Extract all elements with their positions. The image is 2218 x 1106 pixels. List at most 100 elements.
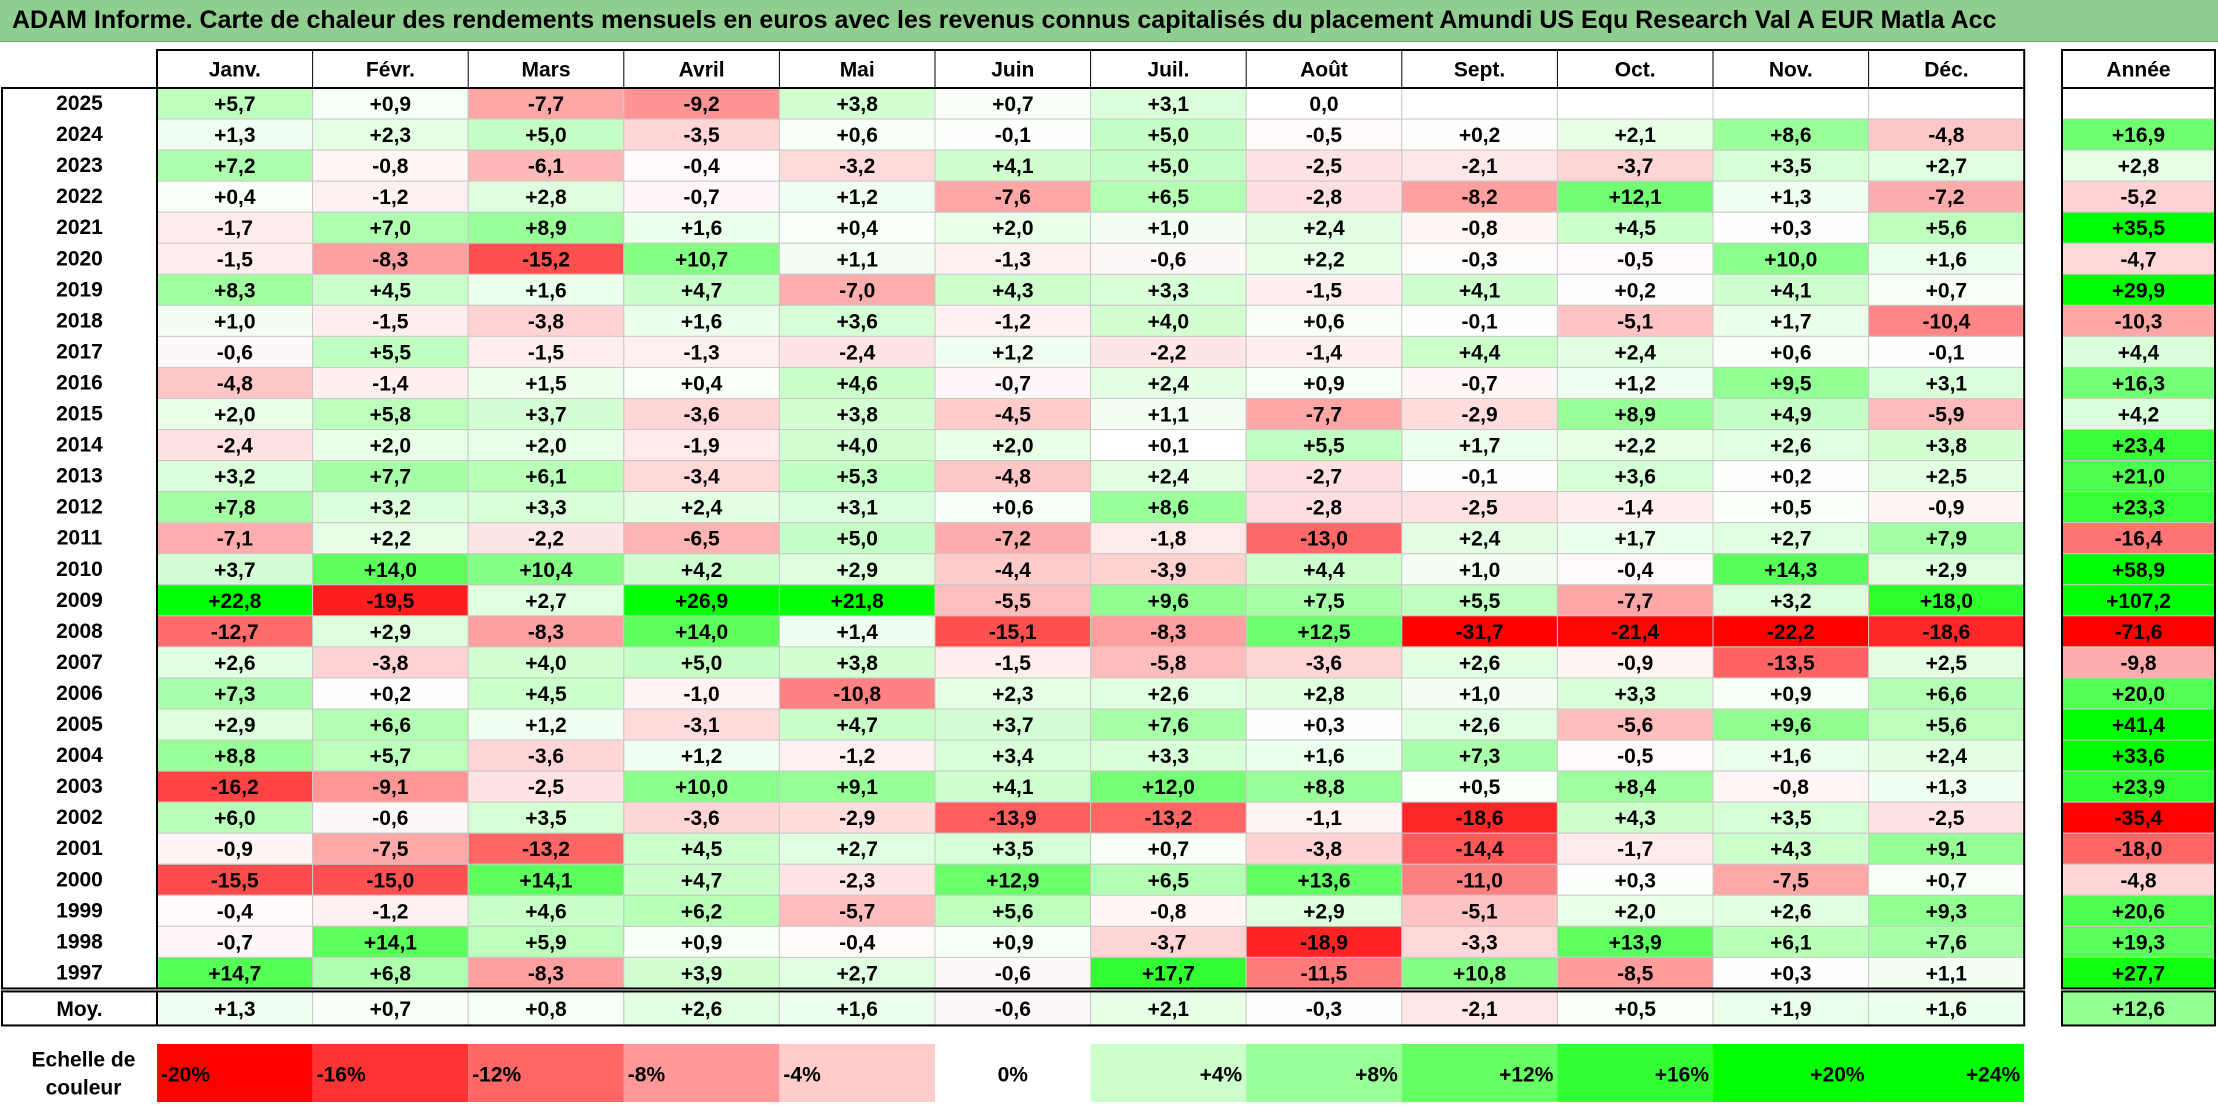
heat-cell (156, 211, 314, 244)
heat-cell (156, 677, 314, 710)
scale-step-label: -8% (628, 1064, 666, 1087)
year-label: 1999 (56, 899, 103, 922)
heat-cell-value: +2,6 (1770, 435, 1811, 458)
heat-cell-value: +7,6 (1926, 931, 1967, 954)
heat-cell-value: +2,9 (1303, 900, 1344, 923)
year-label: 2021 (56, 216, 103, 239)
heat-cell-value: +12,1 (1609, 186, 1662, 209)
heat-cell (778, 242, 936, 275)
heat-cell-value: +3,2 (1770, 590, 1811, 613)
heat-cell (1401, 366, 1558, 400)
heat-cell (312, 242, 469, 275)
heat-cell (467, 242, 625, 275)
heat-cell (1090, 335, 1247, 368)
heat-cell-value: +1,7 (1614, 528, 1655, 551)
heat-cell-value: -13,2 (1144, 807, 1192, 830)
heat-cell-value: +0,6 (1303, 310, 1344, 333)
scale-step-label: +12% (1499, 1064, 1554, 1087)
heat-cell-value: -0,1 (1462, 310, 1499, 333)
heat-cell-value: -31,7 (1456, 621, 1504, 644)
heat-cell-value: +9,5 (1770, 372, 1812, 395)
heat-cell (1245, 491, 1403, 524)
heat-cell-value: +1,3 (1770, 186, 1811, 209)
heat-cell (1556, 739, 1714, 772)
heat-cell-value: +5,6 (1926, 714, 1967, 737)
year-label: 2006 (56, 682, 103, 705)
heat-cell-value: +0,9 (681, 931, 722, 954)
heat-cell-value: -7,7 (1617, 590, 1653, 613)
heat-cell-value: -0,7 (1462, 372, 1498, 395)
heat-cell-value: +7,3 (214, 683, 255, 706)
heat-cell (934, 491, 1092, 524)
heat-cell (1868, 491, 2025, 524)
heat-cell-value: +1,6 (681, 310, 722, 333)
heat-cell (623, 925, 780, 958)
heat-cell-value: -3,1 (684, 714, 721, 737)
heat-cell (1712, 398, 1870, 431)
heat-cell (934, 335, 1092, 368)
heat-cell (312, 801, 469, 834)
heat-cell-value: -2,4 (839, 341, 876, 364)
average-annual-cell (2061, 990, 2216, 1027)
heat-cell-value: +1,6 (1926, 248, 1967, 271)
heat-cell-value: +0,4 (681, 372, 723, 395)
heat-cell (1401, 180, 1558, 213)
heat-cell-value: -0,8 (372, 155, 409, 178)
heat-cell (934, 863, 1092, 896)
annual-cell-value: +16,3 (2112, 372, 2165, 395)
annual-header-box (2061, 49, 2216, 89)
heat-cell (467, 646, 625, 679)
heat-cell-value: -0,3 (1462, 248, 1498, 271)
heat-cell-value: +0,9 (1770, 683, 1811, 706)
heat-cell (156, 366, 314, 400)
heat-cell-value: +3,5 (525, 807, 567, 830)
heat-cell-value: +5,8 (370, 404, 412, 427)
heat-cell (467, 304, 625, 337)
heat-cell (778, 180, 936, 213)
heat-cell (312, 584, 469, 617)
heat-cell (312, 832, 469, 865)
heat-cell-value: +2,9 (1926, 559, 1967, 582)
heat-cell (1868, 304, 2025, 337)
heat-cell (1090, 739, 1247, 772)
heat-cell-value: -2,9 (1462, 404, 1498, 427)
heat-cell-value: -7,7 (528, 93, 564, 116)
heat-cell-value: +6,1 (525, 466, 567, 489)
average-cell-value: +1,3 (214, 998, 255, 1021)
heat-cell-value: +2,3 (992, 683, 1033, 706)
heat-cell (1712, 87, 1870, 120)
heat-cell (1090, 118, 1247, 151)
heat-cell-value: -1,2 (372, 900, 408, 923)
heat-cell-value: +17,7 (1142, 962, 1195, 985)
heat-cell-value: +1,0 (1459, 683, 1500, 706)
heat-cell (1090, 211, 1247, 244)
heat-cell-value: +2,1 (1614, 124, 1656, 147)
annual-cell-value: -4,8 (2120, 869, 2157, 892)
scale-step-label: -20% (161, 1064, 210, 1087)
heat-cell-value: +7,3 (1459, 745, 1500, 768)
heat-cell-value: +2,2 (1614, 435, 1655, 458)
heat-cell (156, 149, 314, 182)
heat-cell (1090, 273, 1247, 306)
heat-cell-value: +4,9 (1770, 404, 1811, 427)
heat-cell-value: +5,5 (370, 341, 412, 364)
heat-cell-value: +0,2 (1614, 279, 1655, 302)
heat-cell (312, 304, 469, 337)
heat-cell-value: +2,9 (836, 559, 877, 582)
heat-cell (467, 273, 625, 306)
heat-cell (623, 708, 780, 741)
average-cell-value: +2,1 (1148, 998, 1190, 1021)
heat-cell (1401, 522, 1558, 555)
heat-cell-value: -0,8 (1150, 900, 1187, 923)
annual-header: Année (2106, 59, 2170, 82)
heat-cell (778, 460, 936, 493)
heat-cell-value: +1,2 (525, 714, 566, 737)
year-label: 2011 (57, 527, 103, 550)
heat-cell (1245, 242, 1403, 275)
annual-cell (2061, 522, 2216, 555)
year-label: 2001 (56, 837, 103, 860)
heat-cell-value: +14,7 (208, 962, 261, 985)
heat-cell-value: +1,1 (1926, 962, 1968, 985)
heat-cell-value: +5,0 (836, 528, 877, 551)
heat-cell-value: -1,8 (1150, 528, 1187, 551)
